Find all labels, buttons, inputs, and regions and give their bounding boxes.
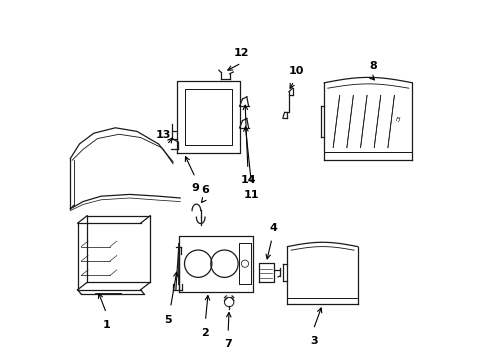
Text: 2: 2 [201, 328, 209, 338]
Text: 14: 14 [241, 175, 256, 185]
Text: 8: 8 [369, 61, 377, 71]
Text: 13: 13 [155, 130, 171, 140]
Text: 1: 1 [102, 320, 110, 330]
Text: 5: 5 [164, 315, 171, 325]
Text: 9: 9 [192, 183, 199, 193]
Text: FJ: FJ [396, 117, 402, 122]
Text: 12: 12 [234, 48, 249, 58]
Text: 6: 6 [201, 185, 209, 195]
Text: 10: 10 [289, 66, 304, 76]
Text: 7: 7 [224, 339, 232, 349]
Text: 4: 4 [270, 223, 278, 233]
Text: 11: 11 [244, 190, 259, 200]
Text: 3: 3 [311, 336, 319, 346]
